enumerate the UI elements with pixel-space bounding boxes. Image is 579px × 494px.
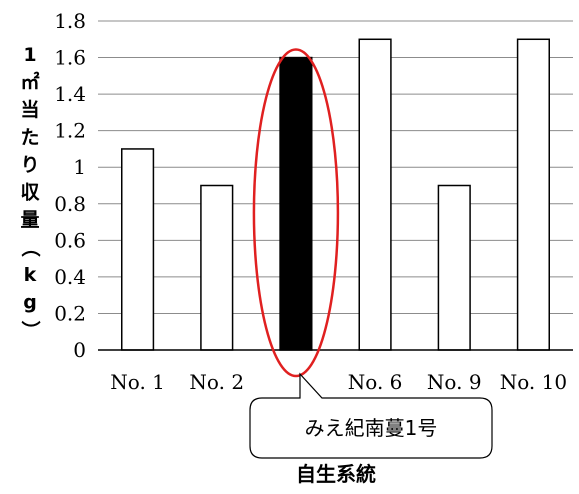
- bar: [121, 148, 155, 351]
- y-tick-label: 1.4: [54, 82, 86, 106]
- y-axis-label-char: 1: [23, 44, 36, 66]
- x-axis-title: 自生系統: [296, 462, 376, 486]
- y-tick-label: 0.8: [54, 192, 86, 216]
- y-tick-labels: 0 0.2 0.4 0.6 0.8 1 1.2 1.4 1.6 1.8: [54, 9, 86, 362]
- y-tick-label: 0.4: [54, 265, 86, 289]
- y-axis-label-char: 収: [20, 182, 40, 204]
- x-tick-label: No. 9: [427, 370, 482, 394]
- y-tick-label: 0.2: [54, 301, 86, 325]
- bars: [121, 38, 550, 351]
- bar: [516, 38, 550, 351]
- y-axis-label-char: （: [19, 238, 42, 257]
- y-tick-label: 1.6: [54, 46, 86, 70]
- x-tick-label: No. 6: [348, 370, 403, 394]
- bar: [200, 184, 234, 351]
- y-tick-label: 0: [73, 338, 86, 362]
- y-tick-label: 0.6: [54, 228, 86, 252]
- y-tick-label: 1.2: [54, 119, 86, 143]
- bar: [279, 56, 313, 351]
- y-axis-label-char: た: [20, 127, 39, 149]
- y-axis-label-char: k: [24, 264, 37, 286]
- y-tick-label: 1.8: [54, 9, 86, 33]
- x-tick-label: No. 1: [110, 370, 165, 394]
- y-axis-label-char: り: [20, 154, 39, 176]
- x-tick-labels: No. 1 No. 2 No. 6 No. 9 No. 10: [110, 370, 567, 394]
- y-axis-label-char: ㎡: [20, 71, 39, 94]
- x-tick-label: No. 10: [500, 370, 567, 394]
- annotation-text: みえ紀南蔓1号: [305, 416, 438, 440]
- x-tick-label: No. 2: [189, 370, 244, 394]
- highlight-ellipse: [252, 48, 340, 378]
- y-axis-label-char: 量: [20, 209, 39, 231]
- y-axis-label-char: 当: [20, 98, 39, 121]
- bar: [437, 184, 471, 351]
- bar: [358, 38, 392, 351]
- y-axis-label-char: g: [23, 292, 37, 314]
- annotation-callout: [249, 372, 493, 459]
- y-axis-label-char: ）: [19, 320, 42, 339]
- y-tick-label: 1: [73, 155, 86, 179]
